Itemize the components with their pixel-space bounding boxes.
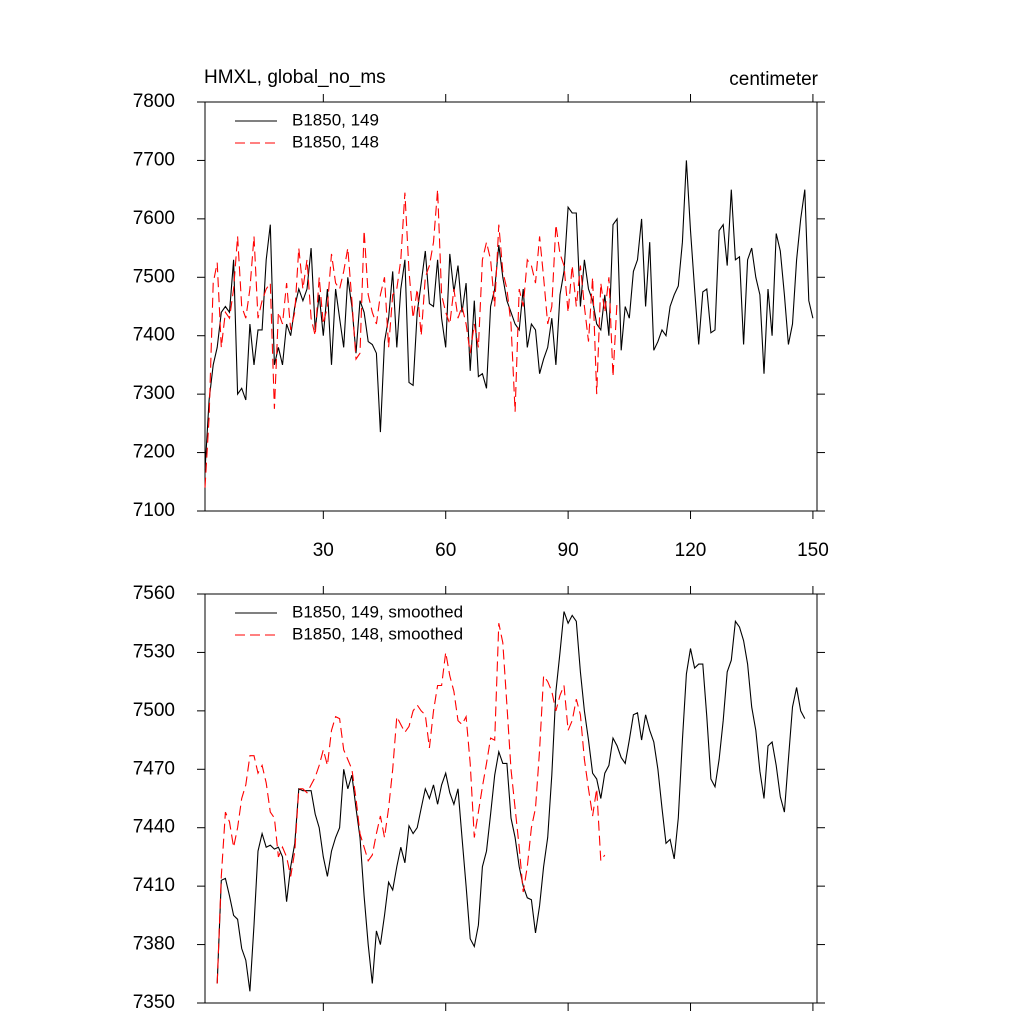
x-tick-label: 90 xyxy=(558,540,579,561)
y-tick-label: 7300 xyxy=(133,383,175,404)
y-tick-label: 7500 xyxy=(133,266,175,287)
y-tick-label: 7440 xyxy=(133,817,175,838)
legend-label: B1850, 149 xyxy=(292,110,379,129)
y-tick-label: 7800 xyxy=(133,91,175,112)
data-line xyxy=(216,611,806,992)
y-tick-label: 7600 xyxy=(133,208,175,229)
y-tick-label: 7200 xyxy=(133,442,175,463)
y-tick-label: 7100 xyxy=(133,500,175,521)
x-tick-label: 60 xyxy=(435,540,456,561)
data-line xyxy=(204,189,618,488)
y-tick-label: 7500 xyxy=(133,700,175,721)
legend-label: B1850, 148, smoothed xyxy=(292,624,463,643)
y-tick-label: 7400 xyxy=(133,325,175,346)
units-label: centimeter xyxy=(729,69,818,90)
chart-title: HMXL, global_no_ms xyxy=(204,67,386,88)
y-tick-label: 7410 xyxy=(133,875,175,896)
x-tick-label: 150 xyxy=(797,540,829,561)
legend-label: B1850, 149, smoothed xyxy=(292,602,463,621)
data-line xyxy=(216,623,606,984)
x-tick-label: 30 xyxy=(313,540,334,561)
legend-label: B1850, 148 xyxy=(292,132,379,151)
plot-frame xyxy=(204,101,818,512)
plot-frame xyxy=(204,593,818,1004)
y-tick-label: 7560 xyxy=(133,583,175,604)
y-tick-label: 7470 xyxy=(133,758,175,779)
y-tick-label: 7350 xyxy=(133,992,175,1013)
data-line xyxy=(204,160,814,471)
y-tick-label: 7700 xyxy=(133,149,175,170)
x-tick-label: 120 xyxy=(675,540,707,561)
y-tick-label: 7380 xyxy=(133,934,175,955)
y-tick-label: 7530 xyxy=(133,641,175,662)
